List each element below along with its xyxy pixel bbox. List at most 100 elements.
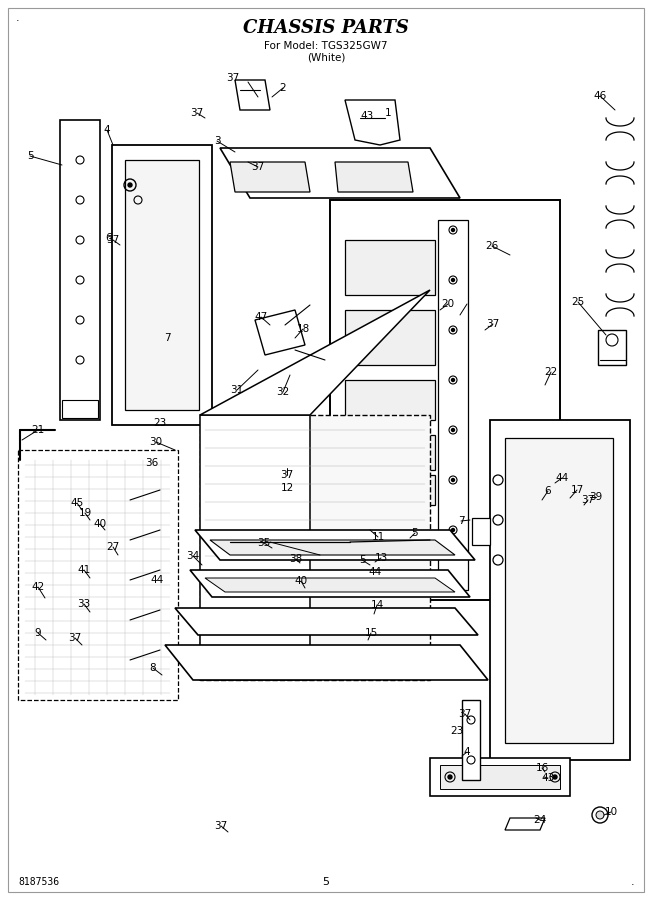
Text: 10: 10 [604, 807, 617, 817]
Circle shape [451, 428, 454, 431]
Circle shape [451, 278, 454, 282]
Bar [60, 120, 100, 420]
Circle shape [376, 578, 384, 586]
Bar [345, 310, 435, 365]
Text: 33: 33 [78, 599, 91, 609]
Circle shape [236, 656, 243, 663]
Bar [430, 758, 570, 796]
Circle shape [300, 550, 304, 554]
Circle shape [108, 649, 111, 652]
Bar [598, 330, 626, 365]
Circle shape [448, 775, 452, 779]
Text: 7: 7 [458, 516, 464, 526]
Circle shape [258, 656, 265, 663]
Polygon shape [335, 162, 413, 192]
Circle shape [388, 546, 392, 550]
Text: 4: 4 [104, 125, 110, 135]
Text: 46: 46 [593, 91, 606, 101]
Circle shape [323, 176, 327, 180]
Text: 26: 26 [485, 241, 499, 251]
Text: 6: 6 [106, 233, 112, 243]
Text: 45: 45 [70, 498, 83, 508]
Text: 44: 44 [556, 473, 569, 483]
Circle shape [142, 532, 148, 538]
Text: 8: 8 [150, 663, 156, 673]
Text: 4: 4 [464, 747, 470, 757]
Circle shape [93, 548, 96, 552]
Text: 20: 20 [441, 299, 454, 309]
Bar [345, 380, 435, 420]
Polygon shape [505, 818, 545, 830]
Circle shape [451, 328, 454, 331]
Polygon shape [235, 80, 270, 110]
Text: 44: 44 [151, 575, 164, 585]
Polygon shape [195, 530, 475, 560]
Circle shape [451, 229, 454, 231]
Bar [438, 220, 468, 590]
Text: 30: 30 [149, 437, 162, 447]
Text: 2: 2 [280, 83, 286, 93]
Circle shape [93, 618, 96, 622]
Bar [490, 420, 630, 760]
Polygon shape [200, 415, 310, 680]
Text: 41: 41 [78, 565, 91, 575]
Polygon shape [472, 518, 490, 545]
Text: 40: 40 [295, 576, 308, 586]
Text: 11: 11 [372, 532, 385, 542]
Text: CHASSIS PARTS: CHASSIS PARTS [243, 19, 409, 37]
Circle shape [142, 612, 148, 618]
Text: 40: 40 [93, 519, 106, 529]
Bar [345, 475, 435, 505]
Polygon shape [165, 645, 488, 680]
Polygon shape [18, 450, 178, 700]
Circle shape [378, 620, 382, 624]
Text: 43: 43 [541, 773, 555, 783]
Circle shape [142, 652, 148, 658]
Bar [345, 435, 435, 470]
Text: 43: 43 [361, 111, 374, 121]
Polygon shape [345, 100, 400, 145]
Circle shape [280, 656, 288, 663]
Polygon shape [230, 162, 310, 192]
Text: 15: 15 [364, 628, 378, 638]
Text: 37: 37 [68, 633, 82, 643]
Text: 12: 12 [280, 483, 293, 493]
Text: 18: 18 [297, 324, 310, 334]
Polygon shape [255, 310, 305, 355]
Text: 19: 19 [78, 508, 92, 518]
Text: 17: 17 [570, 485, 584, 495]
Text: 38: 38 [289, 554, 303, 564]
Text: 14: 14 [370, 600, 383, 610]
Bar [112, 145, 212, 425]
Text: 23: 23 [153, 418, 167, 428]
Text: 34: 34 [186, 551, 200, 561]
Circle shape [93, 479, 96, 482]
Text: 47: 47 [254, 312, 267, 322]
Circle shape [451, 528, 454, 532]
Circle shape [414, 656, 421, 663]
Circle shape [303, 656, 310, 663]
Text: 32: 32 [276, 387, 289, 397]
Circle shape [436, 656, 443, 663]
Text: 37: 37 [280, 470, 293, 480]
Circle shape [214, 656, 221, 663]
Text: 5: 5 [323, 877, 329, 887]
Text: 5: 5 [359, 555, 365, 565]
Polygon shape [205, 578, 455, 592]
Text: 13: 13 [374, 553, 388, 563]
Text: 37: 37 [486, 319, 499, 329]
Polygon shape [210, 540, 455, 555]
Circle shape [128, 183, 132, 187]
Circle shape [325, 656, 332, 663]
Text: 42: 42 [31, 582, 44, 592]
Circle shape [392, 656, 399, 663]
Text: 37: 37 [458, 709, 471, 719]
Text: 23: 23 [451, 726, 464, 736]
Circle shape [451, 379, 454, 382]
Circle shape [142, 492, 148, 498]
Circle shape [451, 479, 454, 482]
Text: 21: 21 [31, 425, 44, 435]
Text: 37: 37 [190, 108, 203, 118]
Bar [330, 200, 560, 600]
Text: 31: 31 [230, 385, 244, 395]
